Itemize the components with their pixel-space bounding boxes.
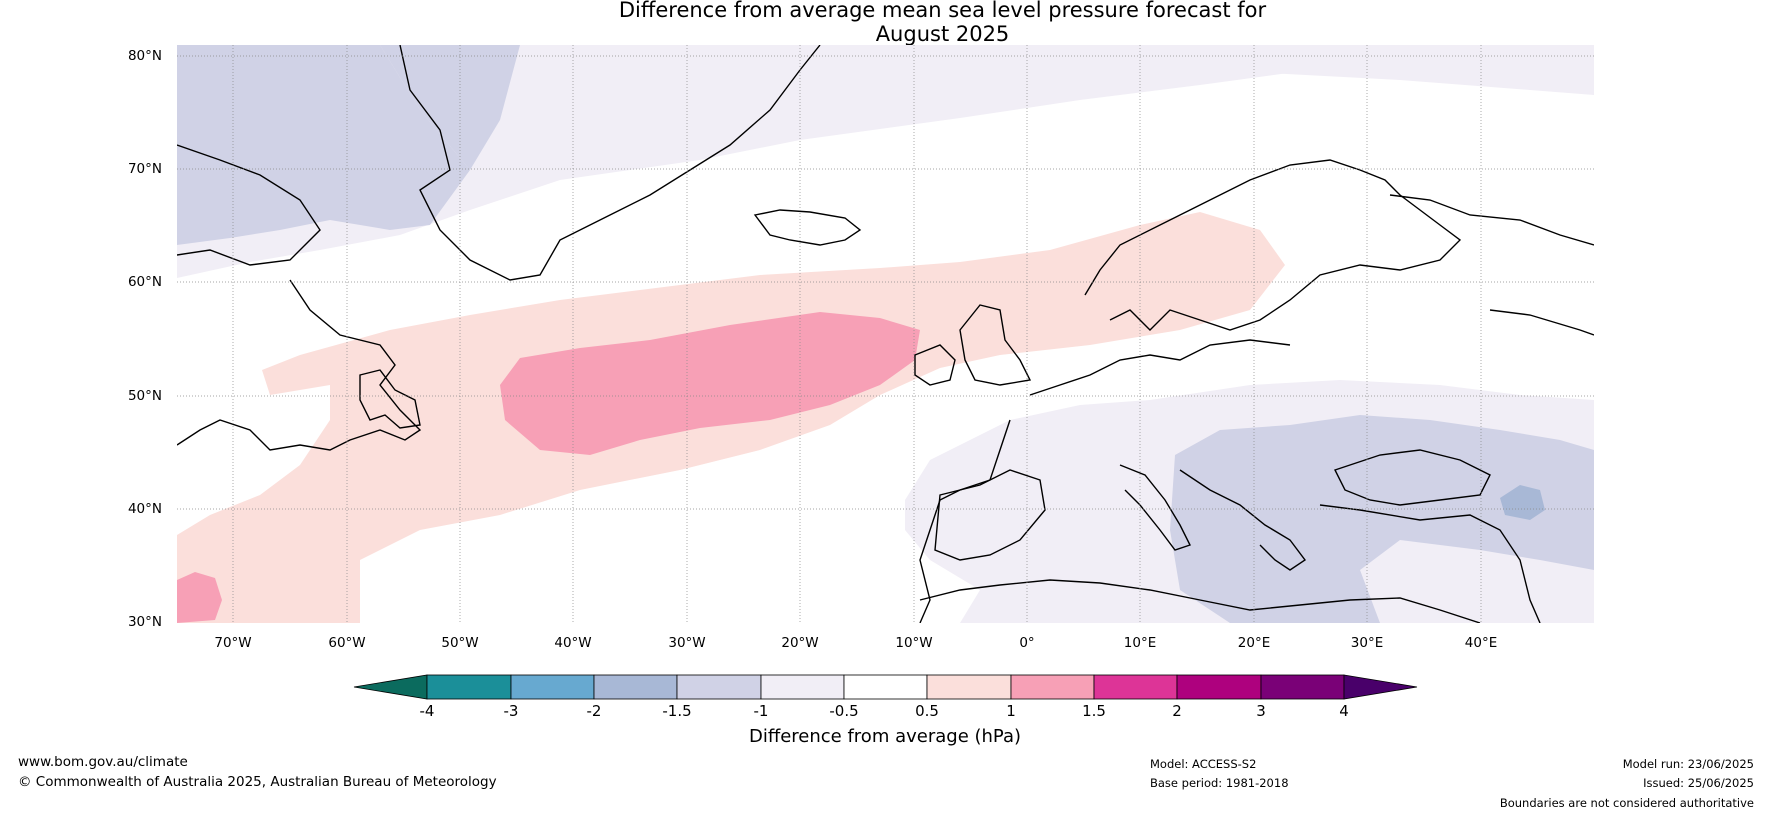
coast-scandinavia bbox=[1084, 159, 1462, 331]
copyright-text: © Commonwealth of Australia 2025, Austra… bbox=[18, 774, 497, 790]
lon-label-70W: 70°W bbox=[214, 635, 252, 651]
colorbar-bin bbox=[1176, 674, 1262, 700]
colorbar-bin bbox=[1260, 674, 1345, 700]
coast-iceland bbox=[753, 209, 862, 246]
colorbar-tick: -2 bbox=[586, 702, 602, 720]
colorbar-tick: 1 bbox=[1006, 702, 1016, 720]
gridlines bbox=[177, 45, 1594, 623]
coast-turkey-levant bbox=[1319, 504, 1541, 623]
title-line-2: August 2025 bbox=[875, 22, 1010, 46]
anomaly-region-rose-southwest bbox=[177, 572, 222, 623]
colorbar-tick: 1.5 bbox=[1082, 702, 1106, 720]
colorbar-tick: 4 bbox=[1339, 702, 1349, 720]
model-text: Model: ACCESS-S2 bbox=[1150, 757, 1257, 771]
coast-north-africa bbox=[919, 579, 1481, 623]
lon-label-10E: 10°E bbox=[1123, 635, 1157, 651]
colorbar-bin bbox=[760, 674, 845, 700]
anomaly-region-blue-caucasus bbox=[1500, 485, 1545, 520]
anomaly-field bbox=[177, 45, 1594, 623]
map bbox=[177, 45, 1594, 623]
lon-label-30E: 30°E bbox=[1350, 635, 1384, 651]
anomaly-region-rose-atlantic-core bbox=[500, 312, 920, 455]
lat-label-40N: 40°N bbox=[127, 501, 162, 517]
lon-label-40E: 40°E bbox=[1464, 635, 1498, 651]
lat-label-30N: 30°N bbox=[127, 614, 162, 630]
lon-label-60W: 60°W bbox=[328, 635, 366, 651]
colorbar-tick: 3 bbox=[1256, 702, 1266, 720]
coastlines bbox=[177, 45, 1594, 623]
colorbar-bin bbox=[843, 674, 928, 700]
colorbar-tick: 0.5 bbox=[915, 702, 939, 720]
lat-label-70N: 70°N bbox=[127, 161, 162, 177]
coast-ireland bbox=[914, 344, 956, 386]
colorbar-label: Difference from average (hPa) bbox=[748, 726, 1022, 747]
coast-newfoundland bbox=[359, 369, 421, 429]
base-period-text: Base period: 1981-2018 bbox=[1150, 776, 1289, 790]
coast-russia-arctic bbox=[1389, 194, 1594, 336]
anomaly-region-lavender-arctic-east bbox=[1000, 45, 1594, 95]
lat-label-80N: 80°N bbox=[127, 48, 162, 64]
lat-label-60N: 60°N bbox=[127, 274, 162, 290]
colorbar-bin bbox=[593, 674, 678, 700]
lon-label-30W: 30°W bbox=[668, 635, 706, 651]
colorbar-bin bbox=[676, 674, 762, 700]
title-line-1: Difference from average mean sea level p… bbox=[618, 0, 1267, 22]
lon-label-40W: 40°W bbox=[554, 635, 592, 651]
colorbar-tick: -4 bbox=[419, 702, 435, 720]
issued-text: Issued: 25/06/2025 bbox=[1643, 776, 1754, 790]
coast-italy bbox=[1119, 464, 1191, 551]
website-link[interactable]: www.bom.gov.au/climate bbox=[18, 754, 188, 770]
colorbar-extend-low bbox=[353, 674, 428, 700]
lon-label-50W: 50°W bbox=[441, 635, 479, 651]
anomaly-region-grey-greenland-2 bbox=[380, 45, 520, 170]
chart-title: Difference from average mean sea level p… bbox=[0, 0, 1770, 46]
anomaly-region-grey-greenland bbox=[177, 45, 470, 245]
colorbar-bin bbox=[1093, 674, 1178, 700]
disclaimer-text: Boundaries are not considered authoritat… bbox=[1499, 796, 1754, 810]
colorbar-tick: -0.5 bbox=[829, 702, 859, 720]
coast-gb bbox=[959, 304, 1032, 386]
lat-label-50N: 50°N bbox=[127, 388, 162, 404]
model-run-text: Model run: 23/06/2025 bbox=[1622, 757, 1754, 771]
colorbar-bin bbox=[1010, 674, 1095, 700]
lon-label-20E: 20°E bbox=[1237, 635, 1271, 651]
colorbar-tick: -1 bbox=[753, 702, 769, 720]
colorbar-tick: 2 bbox=[1172, 702, 1182, 720]
colorbar-bin bbox=[926, 674, 1012, 700]
coast-black-sea bbox=[1334, 449, 1491, 506]
colorbar-bin bbox=[426, 674, 512, 700]
coast-labrador bbox=[177, 279, 422, 451]
colorbar bbox=[353, 674, 1418, 700]
anomaly-region-grey-mediterranean bbox=[1170, 415, 1594, 623]
lon-label-20W: 20°W bbox=[781, 635, 819, 651]
colorbar-tick: -3 bbox=[503, 702, 519, 720]
colorbar-extend-high bbox=[1343, 674, 1418, 700]
coast-balkans-greece bbox=[1179, 469, 1307, 571]
colorbar-bin bbox=[510, 674, 595, 700]
coast-greenland bbox=[399, 45, 821, 281]
lon-label-10W: 10°W bbox=[895, 635, 933, 651]
lon-label-0: 0° bbox=[1019, 635, 1035, 651]
coast-iberia bbox=[934, 469, 1046, 561]
colorbar-tick: -1.5 bbox=[662, 702, 692, 720]
